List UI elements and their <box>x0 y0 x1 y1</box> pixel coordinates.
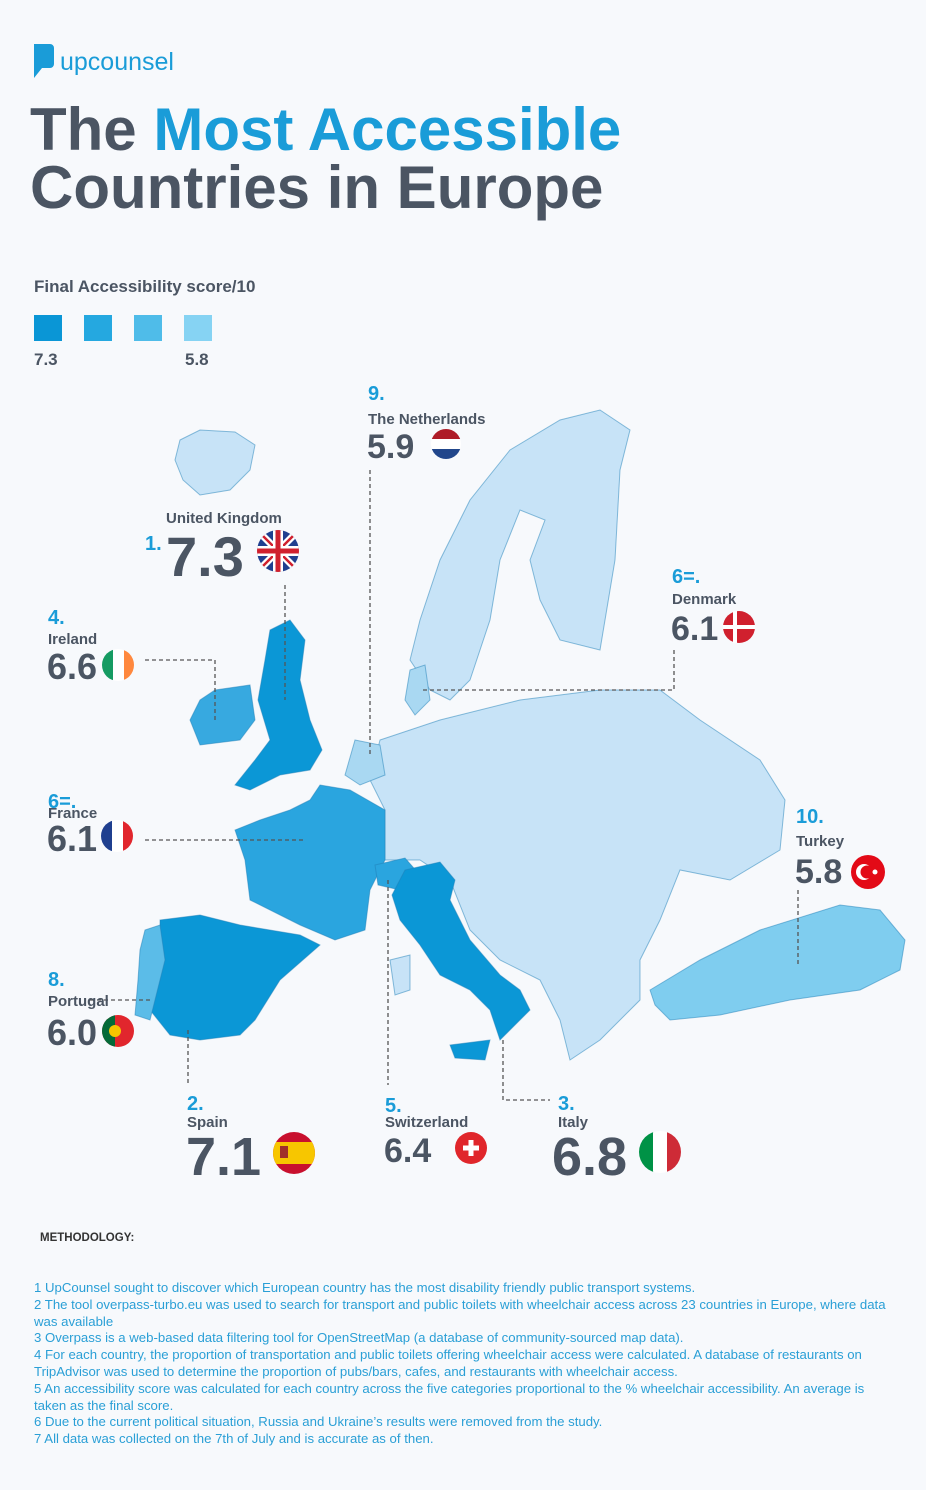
country-name: Spain <box>187 1114 228 1131</box>
sardinia <box>389 954 411 996</box>
title-line-2: Countries in Europe <box>30 154 603 221</box>
legend-swatch <box>34 315 62 341</box>
score: 6.0 <box>47 1012 97 1053</box>
portugal <box>134 924 166 1021</box>
sicily <box>449 1039 491 1061</box>
legend-swatch <box>184 315 212 341</box>
methodology-note: 7 All data was collected on the 7th of J… <box>34 1431 434 1447</box>
rank: 4. <box>48 607 65 629</box>
rank: 3. <box>558 1093 575 1115</box>
central-eastern-europe <box>369 689 786 1061</box>
score: 7.1 <box>186 1127 261 1187</box>
score: 6.4 <box>384 1132 431 1170</box>
flag-star <box>872 869 878 875</box>
rank: 5. <box>385 1095 402 1117</box>
flag-crescent-cut <box>860 865 874 879</box>
country-name: Switzerland <box>385 1114 468 1131</box>
methodology: METHODOLOGY: 1 UpCounsel sought to disco… <box>34 1232 894 1448</box>
country-name: Portugal <box>48 993 109 1010</box>
country-name: France <box>48 805 97 822</box>
legend-title: Final Accessibility score/10 <box>34 277 255 296</box>
country-name: United Kingdom <box>166 510 282 527</box>
logo-icon <box>34 44 54 78</box>
label-switzerland: 5. Switzerland 6.4 <box>384 1095 487 1170</box>
legend-swatch <box>84 315 112 341</box>
leader-lines <box>90 470 799 1101</box>
flag-portugal <box>102 1015 134 1047</box>
methodology-note: 6 Due to the current political situation… <box>34 1414 603 1430</box>
france <box>234 784 386 941</box>
label-uk: United Kingdom 1. 7.3 <box>145 510 299 588</box>
label-turkey: 10. Turkey 5.8 <box>795 806 885 891</box>
rank: 6=. <box>672 566 700 588</box>
netherlands <box>344 739 386 786</box>
rank: 9. <box>368 383 385 405</box>
methodology-notes: 1 UpCounsel sought to discover which Eur… <box>34 1280 894 1448</box>
score: 6.6 <box>47 646 97 687</box>
title-line-1: The Most Accessible <box>30 96 621 163</box>
rank: 2. <box>187 1093 204 1115</box>
country-name: Turkey <box>796 833 845 850</box>
score: 6.1 <box>671 610 718 648</box>
methodology-note: 4 For each country, the proportion of tr… <box>34 1347 862 1379</box>
title-start: The <box>30 96 137 163</box>
flag-netherlands <box>431 429 461 459</box>
flag-ireland <box>102 649 134 681</box>
legend-scale <box>34 315 212 341</box>
legend-high: 7.3 <box>34 350 58 369</box>
leader-italy <box>502 1040 550 1101</box>
label-france: 6=. France 6.1 <box>47 791 133 859</box>
legend-low: 5.8 <box>185 350 209 369</box>
methodology-note: 5 An accessibility score was calculated … <box>34 1380 865 1413</box>
brand: upcounsel <box>60 48 174 76</box>
country-name: Italy <box>558 1114 589 1131</box>
methodology-heading: METHODOLOGY: <box>40 1232 135 1244</box>
score: 5.9 <box>367 428 414 466</box>
label-portugal: 8. Portugal 6.0 <box>47 969 134 1053</box>
country-name: Denmark <box>672 591 737 608</box>
legend-swatch <box>134 315 162 341</box>
label-netherlands: 9. The Netherlands 5.9 <box>367 383 486 466</box>
label-italy: 3. Italy 6.8 <box>552 1093 681 1187</box>
flag-cross <box>723 611 755 643</box>
label-spain: 2. Spain 7.1 <box>186 1093 315 1187</box>
methodology-note: 1 UpCounsel sought to discover which Eur… <box>34 1280 696 1295</box>
flag-cross <box>463 1140 479 1156</box>
infographic: upcounsel The Most Accessible Countries … <box>30 44 906 1187</box>
rank: 6=. <box>48 791 76 813</box>
iceland <box>174 429 256 496</box>
rank: 10. <box>796 806 824 828</box>
methodology-note: 3 Overpass is a web-based data filtering… <box>34 1330 684 1346</box>
flag-spain <box>273 1132 315 1174</box>
score: 7.3 <box>166 525 244 588</box>
flag-italy <box>639 1131 681 1173</box>
country-name: The Netherlands <box>368 411 486 428</box>
methodology-note: 2 The tool overpass-turbo.eu was used to… <box>34 1296 886 1329</box>
united-kingdom <box>234 619 323 791</box>
leader-ireland <box>145 659 216 720</box>
country-name: Ireland <box>48 631 97 648</box>
rank: 8. <box>48 969 65 991</box>
scandinavia <box>409 409 631 701</box>
flag-uk <box>257 530 299 572</box>
title-highlight: Most Accessible <box>153 96 621 163</box>
italy <box>391 861 531 1041</box>
score: 5.8 <box>795 853 842 891</box>
label-ireland: 4. Ireland 6.6 <box>47 607 134 687</box>
score: 6.1 <box>47 818 97 859</box>
turkey <box>649 904 906 1021</box>
rank: 1. <box>145 533 162 555</box>
label-denmark: 6=. Denmark 6.1 <box>671 566 755 648</box>
europe-map <box>134 409 906 1061</box>
denmark <box>404 664 431 716</box>
ireland <box>189 684 256 746</box>
spain <box>149 914 321 1041</box>
score: 6.8 <box>552 1127 627 1187</box>
flag-france <box>101 820 133 852</box>
